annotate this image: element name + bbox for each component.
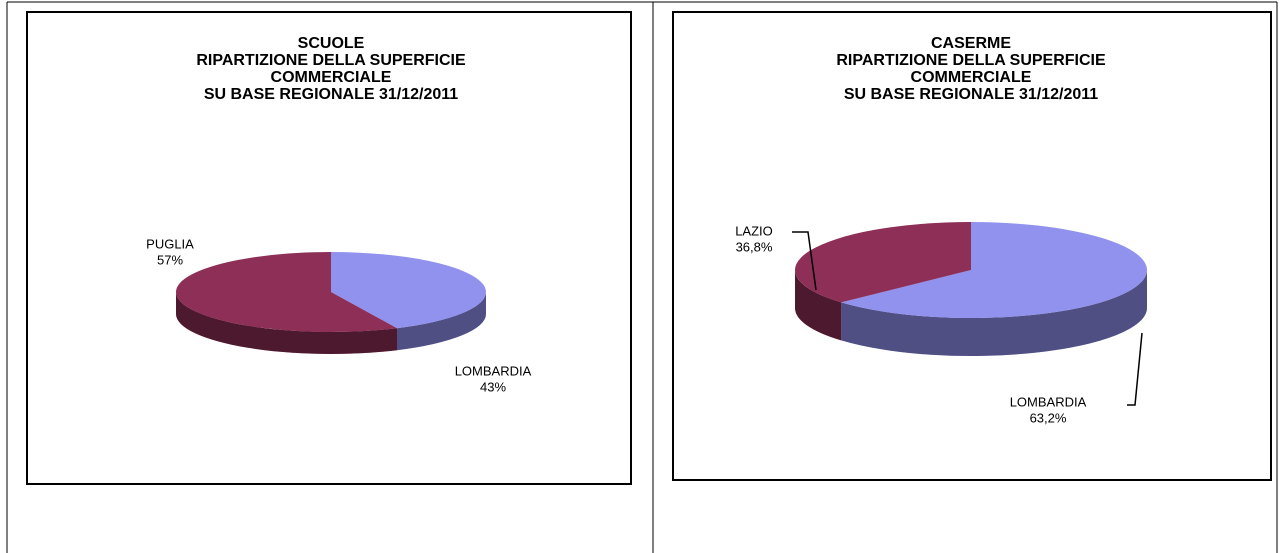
- chart-title: COMMERCIALE: [911, 69, 1032, 86]
- pie-slice: [794, 222, 971, 303]
- chart-title: COMMERCIALE: [271, 69, 392, 86]
- side-shade: [176, 292, 397, 354]
- slice-label: PUGLIA: [146, 236, 194, 251]
- chart-title: SU BASE REGIONALE 31/12/2011: [844, 86, 1098, 103]
- pie-slice: [841, 222, 1147, 318]
- pie-slice: [175, 251, 397, 332]
- pie-side: [176, 292, 397, 354]
- chart-title: SU BASE REGIONALE 31/12/2011: [204, 86, 458, 103]
- chart-title: CASERME: [931, 35, 1011, 52]
- chart-title: RIPARTIZIONE DELLA SUPERFICIE: [196, 52, 466, 69]
- slice-value-label: 36,8%: [736, 239, 773, 254]
- pie-side: [397, 292, 486, 351]
- chart-frame: [672, 11, 1272, 481]
- leader-line: [792, 231, 817, 291]
- slice-value-label: 43%: [480, 379, 506, 394]
- side-shade: [841, 270, 1148, 357]
- pie-slice: [331, 252, 486, 329]
- chart-title: RIPARTIZIONE DELLA SUPERFICIE: [836, 52, 1106, 69]
- slice-label: LOMBARDIA: [1010, 394, 1087, 409]
- leader-line: [1127, 332, 1143, 406]
- slice-value-label: 63,2%: [1030, 410, 1067, 425]
- side-shade: [397, 292, 486, 351]
- slice-label: LAZIO: [735, 223, 773, 238]
- pie-side: [841, 270, 1148, 357]
- pie-side: [795, 270, 842, 341]
- chart-frame: [26, 11, 632, 485]
- chart-title: SCUOLE: [298, 35, 365, 52]
- slice-value-label: 57%: [157, 252, 183, 267]
- side-shade: [795, 270, 842, 341]
- slice-label: LOMBARDIA: [455, 363, 532, 378]
